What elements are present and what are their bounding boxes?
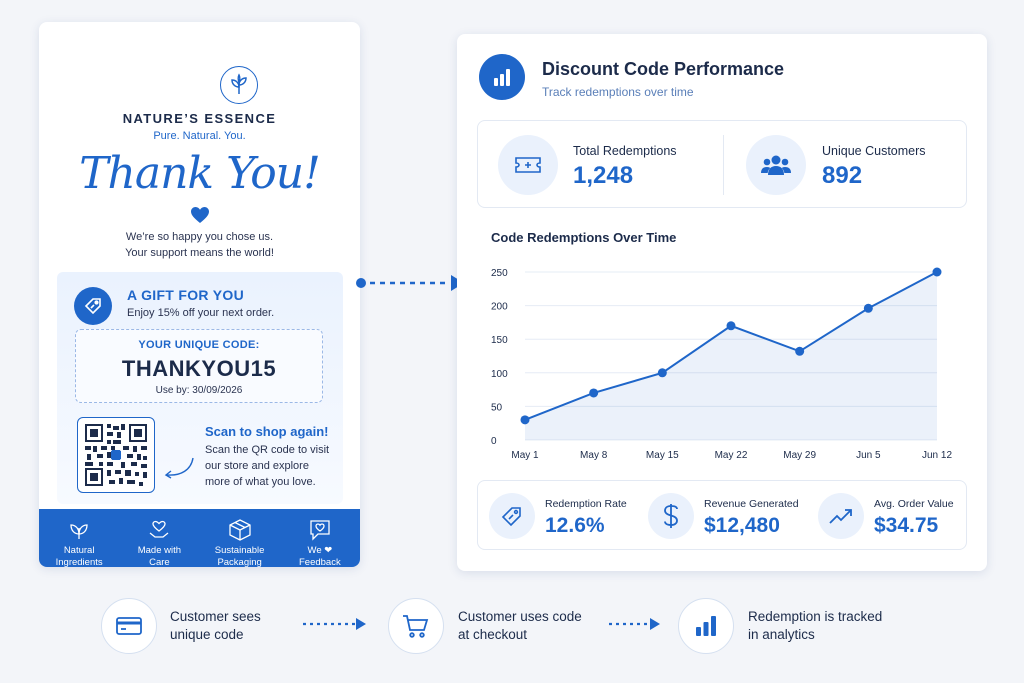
- feature-sustainable-packaging: Sustainable Packaging: [200, 509, 280, 567]
- dashboard-panel: Discount Code Performance Track redempti…: [457, 34, 987, 571]
- gift-subtitle: Enjoy 15% off your next order.: [127, 307, 275, 319]
- kpi-avg-order-value: Avg. Order Value $34.75: [807, 481, 970, 551]
- avg-order-value-label: Avg. Order Value: [874, 498, 954, 510]
- data-point: [520, 415, 530, 425]
- thank-you-card: NATURE’S ESSENCE Pure. Natural. You. Tha…: [39, 22, 360, 567]
- tag-icon: [489, 493, 535, 539]
- cart-icon: [388, 598, 444, 654]
- line-chart: 0 50 100 150 200 250 May 1 May 8 May 15 May 22 May…: [491, 267, 952, 461]
- kpi-revenue-generated: Revenue Generated $12,480: [637, 481, 800, 551]
- gift-section: A GIFT FOR YOU Enjoy 15% off your next o…: [57, 272, 343, 504]
- unique-customers-value: 892: [822, 162, 863, 189]
- x-tick-label: Jun 5: [856, 450, 881, 461]
- y-tick-label: 150: [491, 335, 508, 346]
- x-tick-label: Jun 12: [922, 450, 952, 461]
- revenue-generated-value: $12,480: [704, 514, 780, 537]
- chart-title: Code Redemptions Over Time: [491, 230, 677, 245]
- chat-heart-icon: [280, 519, 360, 545]
- area-fill: [525, 272, 937, 440]
- data-point: [932, 267, 942, 277]
- code-label: YOUR UNIQUE CODE:: [138, 339, 260, 351]
- data-point: [795, 346, 805, 356]
- total-redemptions-label: Total Redemptions: [573, 144, 677, 158]
- y-tick-label: 100: [491, 369, 508, 380]
- data-point: [726, 321, 736, 331]
- feature-natural-ingredients: Natural Ingredients: [39, 509, 119, 567]
- stats-divider: [723, 135, 724, 195]
- leaf-logo-icon: [220, 66, 258, 104]
- x-tick-label: May 29: [783, 450, 816, 461]
- total-redemptions-value: 1,248: [573, 162, 634, 189]
- dotted-arrow-icon: [356, 275, 464, 291]
- scan-title: Scan to shop again!: [205, 424, 329, 439]
- x-tick-label: May 22: [715, 450, 748, 461]
- x-tick-label: May 15: [646, 450, 679, 461]
- brand-name: NATURE’S ESSENCE: [122, 111, 277, 126]
- redemptions-chart: Code Redemptions Over Time 0 50 100 150 200 2…: [477, 220, 967, 468]
- dashboard-subtitle: Track redemptions over time: [542, 85, 694, 99]
- flow-step-uses-code: Customer uses code at checkout: [458, 609, 582, 642]
- thank-you-headline: Thank You!: [79, 148, 321, 199]
- thank-you-message: We’re so happy you chose us. Your suppor…: [125, 231, 274, 259]
- features-footer: Natural Ingredients Made with Care Susta…: [39, 509, 360, 567]
- kpi-redemption-rate: Redemption Rate 12.6%: [478, 481, 641, 551]
- unique-customers-label: Unique Customers: [822, 144, 926, 158]
- dotted-arrow-icon: [303, 618, 366, 630]
- redemption-rate-label: Redemption Rate: [545, 498, 627, 510]
- scan-description: Scan the QR code to visit our store and …: [205, 444, 330, 488]
- discount-code[interactable]: THANKYOU15: [121, 356, 277, 381]
- y-tick-label: 50: [491, 402, 503, 413]
- price-tag-icon: [74, 287, 112, 325]
- bar-chart-icon: [479, 54, 525, 100]
- leaf-icon: [39, 519, 119, 545]
- feature-feedback: We ❤ Feedback: [280, 509, 360, 567]
- feature-made-with-care: Made with Care: [119, 509, 199, 567]
- box-icon: [200, 519, 280, 545]
- ticket-icon: [498, 135, 558, 195]
- summary-stats: Total Redemptions 1,248 Unique Customers…: [477, 120, 967, 208]
- y-tick-label: 0: [491, 436, 497, 447]
- card-icon: [101, 598, 157, 654]
- brand-tagline: Pure. Natural. You.: [153, 130, 246, 142]
- data-point: [589, 388, 599, 398]
- y-tick-label: 200: [491, 302, 508, 313]
- x-tick-label: May 1: [511, 450, 539, 461]
- dotted-arrow-icon: [609, 618, 660, 630]
- flow-step-sees-code: Customer sees unique code: [170, 609, 261, 642]
- users-icon: [746, 135, 806, 195]
- x-tick-label: May 8: [580, 450, 608, 461]
- revenue-generated-label: Revenue Generated: [704, 498, 799, 510]
- y-tick-label: 250: [491, 268, 508, 279]
- qr-code[interactable]: [77, 417, 155, 493]
- dashboard-title: Discount Code Performance: [542, 59, 785, 79]
- kpi-row: Redemption Rate 12.6% Revenue Generated …: [477, 480, 967, 550]
- gift-title: A GIFT FOR YOU: [127, 287, 244, 303]
- avg-order-value-value: $34.75: [874, 514, 939, 537]
- code-expiry: Use by: 30/09/2026: [155, 385, 243, 396]
- curved-arrow-icon: [164, 457, 194, 479]
- redemption-rate-value: 12.6%: [545, 514, 605, 537]
- dollar-icon: [648, 493, 694, 539]
- data-point: [863, 303, 873, 313]
- data-point: [657, 368, 667, 378]
- discount-code-box[interactable]: YOUR UNIQUE CODE: THANKYOU15 Use by: 30/…: [75, 329, 323, 403]
- heart-icon: [191, 207, 209, 223]
- hand-heart-icon: [119, 519, 199, 545]
- flow-step-tracked: Redemption is tracked in analytics: [748, 609, 883, 642]
- bar-chart-icon: [678, 598, 734, 654]
- trend-up-icon: [818, 493, 864, 539]
